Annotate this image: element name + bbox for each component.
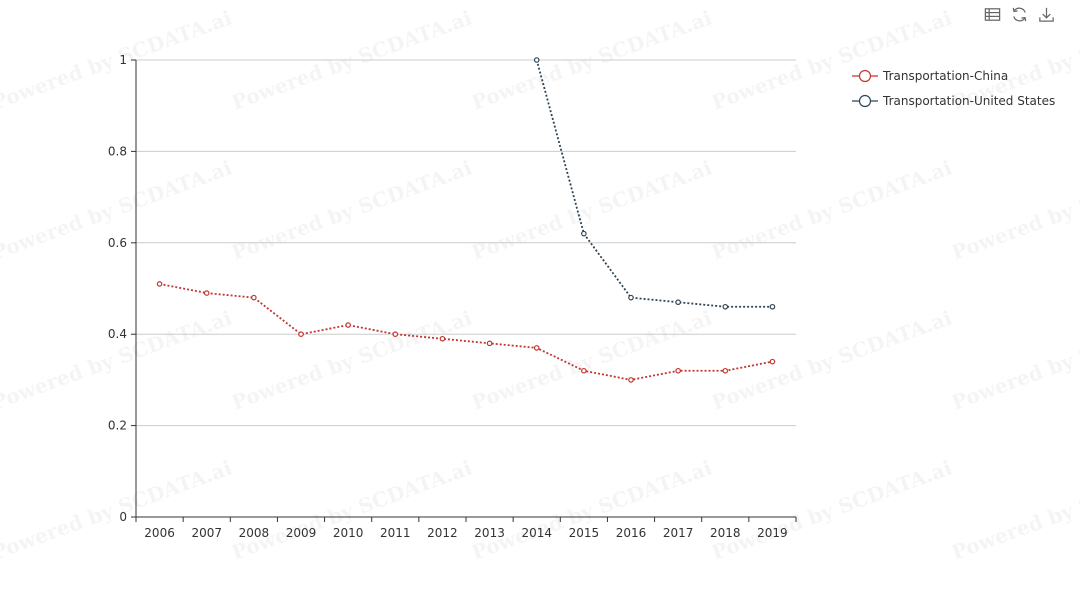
- watermark-text: Powered by SCDATA.ai: [949, 455, 1080, 564]
- x-tick-label: 2018: [710, 526, 741, 540]
- x-tick-label: 2010: [333, 526, 364, 540]
- watermark-text: Powered by SCDATA.ai: [469, 305, 716, 414]
- legend-label-united-states: Transportation-United States: [883, 93, 1056, 108]
- watermark-text: Powered by SCDATA.ai: [0, 455, 235, 564]
- x-tick-label: 2007: [191, 526, 222, 540]
- watermark-text: Powered by SCDATA.ai: [709, 155, 956, 264]
- x-tick-label: 2009: [286, 526, 317, 540]
- chart-toolbar: [983, 5, 1056, 24]
- grid-lines: [136, 59, 796, 427]
- data-point: [156, 281, 163, 287]
- data-point: [486, 340, 493, 347]
- x-tick-label: 2012: [427, 526, 458, 540]
- x-tick-label: 2008: [239, 526, 270, 540]
- y-tick-label: 1: [119, 53, 127, 67]
- series-layer: [156, 57, 776, 383]
- watermark-text: Powered by SCDATA.ai: [0, 305, 235, 414]
- watermark-text: Powered by SCDATA.ai: [229, 455, 476, 564]
- x-tick-label: 2019: [757, 526, 788, 540]
- watermark-text: Powered by SCDATA.ai: [709, 305, 956, 414]
- x-tick-label: 2017: [663, 526, 694, 540]
- data-point: [345, 322, 351, 328]
- y-tick-label: 0.2: [108, 419, 127, 433]
- data-point: [581, 367, 587, 374]
- watermark-text: Powered by SCDATA.ai: [229, 155, 476, 264]
- data-point: [298, 331, 304, 338]
- watermark-text: Powered by SCDATA.ai: [709, 455, 956, 564]
- series-line-0: [159, 283, 773, 381]
- data-point: [439, 335, 446, 342]
- data-point: [628, 294, 634, 301]
- watermark-text: Powered by SCDATA.ai: [229, 305, 476, 414]
- data-point: [675, 367, 681, 374]
- watermark-text: Powered by SCDATA.ai: [949, 155, 1080, 264]
- x-tick-label: 2013: [474, 526, 505, 540]
- data-point: [533, 57, 540, 63]
- data-point: [769, 358, 776, 365]
- y-tick-label: 0.8: [108, 144, 127, 158]
- data-point: [769, 303, 776, 310]
- chart-legend: Transportation-China Transportation-Unit…: [852, 63, 1055, 113]
- watermark-text: Powered by SCDATA.ai: [949, 305, 1080, 414]
- x-tick-label: 2011: [380, 526, 411, 540]
- legend-marker-china: [852, 69, 878, 82]
- x-tick-label: 2006: [144, 526, 175, 540]
- data-point: [203, 290, 210, 296]
- x-tick-label: 2014: [521, 526, 552, 540]
- y-tick-label: 0: [119, 510, 127, 524]
- watermark-text: Powered by SCDATA.ai: [469, 455, 716, 564]
- y-tick-label: 0.6: [108, 236, 127, 250]
- series-line-1: [535, 59, 773, 308]
- x-tick-label: 2015: [569, 526, 600, 540]
- y-tick-label: 0.4: [108, 327, 127, 341]
- data-point: [533, 345, 540, 351]
- legend-marker-united-states: [852, 94, 878, 107]
- legend-label-china: Transportation-China: [883, 68, 1009, 83]
- restore-icon[interactable]: [1010, 5, 1029, 24]
- data-point: [251, 294, 257, 301]
- data-point: [628, 377, 634, 383]
- data-point: [722, 303, 729, 310]
- data-point: [675, 299, 681, 306]
- data-view-icon[interactable]: [983, 5, 1002, 24]
- x-tick-label: 2016: [616, 526, 647, 540]
- legend-item-china[interactable]: Transportation-China: [852, 63, 1055, 88]
- data-point: [581, 230, 587, 237]
- legend-item-united-states[interactable]: Transportation-United States: [852, 88, 1055, 113]
- data-point: [722, 367, 729, 374]
- download-icon[interactable]: [1037, 5, 1056, 24]
- data-point: [392, 331, 399, 338]
- axes: 0 0.2 0.4 0.6 0.8 1 2006 2007 2008 2009 2010 2011 20…: [108, 53, 797, 540]
- watermark-text: Powered by SCDATA.ai: [469, 155, 716, 264]
